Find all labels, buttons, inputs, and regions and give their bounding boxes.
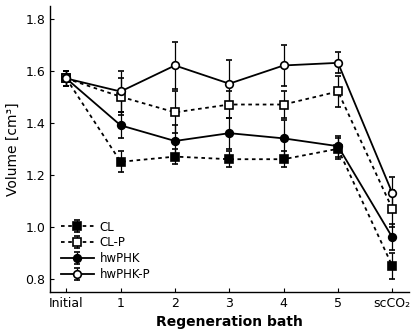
Legend: CL, CL-P, hwPHK, hwPHK-P: CL, CL-P, hwPHK, hwPHK-P <box>56 216 155 286</box>
Y-axis label: Volume [cm³]: Volume [cm³] <box>5 102 20 196</box>
X-axis label: Regeneration bath: Regeneration bath <box>156 316 303 329</box>
